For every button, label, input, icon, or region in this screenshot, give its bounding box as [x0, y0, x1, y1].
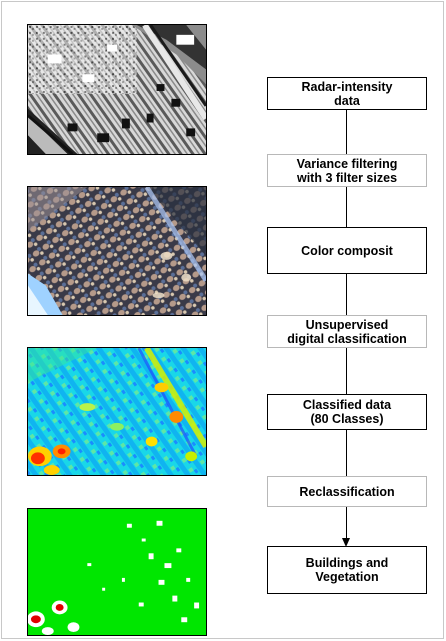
step-text: Unsupervised [305, 317, 389, 332]
step-variance-filtering: Variance filtering with 3 filter sizes [267, 154, 427, 187]
step-text: Reclassification [299, 484, 395, 499]
arrowhead-down-icon [342, 538, 350, 547]
step-buildings-and-vegetation: Buildings and Vegetation [267, 546, 427, 594]
step-unsupervised-classification: Unsupervised digital classification [267, 315, 427, 348]
buildings-vegetation-image [27, 508, 207, 636]
step-radar-intensity-data: Radar-intensity data [267, 77, 427, 110]
color-composite-graphic [28, 187, 206, 315]
step-text: data [334, 93, 360, 108]
buildings-vegetation-graphic [28, 509, 206, 635]
classified-data-graphic [28, 348, 206, 475]
step-text: Color composit [301, 243, 393, 258]
connector-line [346, 110, 347, 154]
radar-intensity-graphic [28, 25, 206, 154]
connector-line [346, 507, 347, 539]
step-classified-data: Classified data (80 Classes) [267, 394, 427, 430]
classified-data-image [27, 347, 207, 476]
step-text: Vegetation [315, 570, 379, 584]
connector-line [346, 274, 347, 315]
step-text: with 3 filter sizes [296, 170, 398, 185]
step-text: Buildings and [305, 556, 389, 570]
connector-line [346, 187, 347, 227]
step-color-composit: Color composit [267, 227, 427, 274]
step-text: (80 Classes) [310, 412, 384, 426]
step-text: Variance filtering [296, 156, 398, 171]
connector-line [346, 430, 347, 476]
step-text: Radar-intensity [301, 79, 393, 94]
color-composite-image [27, 186, 207, 316]
step-text: Classified data [302, 398, 392, 412]
radar-intensity-image [27, 24, 207, 155]
step-reclassification: Reclassification [267, 476, 427, 507]
connector-line [346, 348, 347, 394]
step-text: digital classification [287, 331, 407, 346]
